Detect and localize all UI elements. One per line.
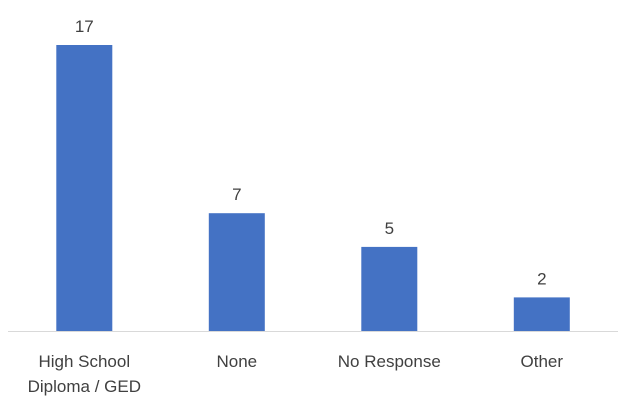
bars-layer <box>56 45 570 331</box>
bar <box>361 246 418 331</box>
x-tick-label-line: No Response <box>338 352 441 371</box>
bar-value-label: 5 <box>385 219 394 238</box>
x-tick-label-line: None <box>216 352 257 371</box>
x-tick-label-line: High School <box>38 352 130 371</box>
x-tick-label: None <box>216 352 257 371</box>
x-tick-label: No Response <box>338 352 441 371</box>
bar <box>208 213 265 331</box>
bar <box>513 297 570 331</box>
x-tick-label: Other <box>521 352 564 371</box>
data-labels-layer: 17 7 5 2 <box>75 17 547 288</box>
bar-value-label: 2 <box>537 269 546 288</box>
x-tick-label: High School Diploma / GED <box>28 352 141 396</box>
x-tick-label-line: Other <box>521 352 564 371</box>
bar-value-label: 7 <box>232 185 241 204</box>
bar-value-label: 17 <box>75 17 94 36</box>
bar <box>56 45 113 331</box>
x-tick-labels-layer: High School Diploma / GED None No Response O… <box>28 352 564 396</box>
x-tick-label-line: Diploma / GED <box>28 377 141 396</box>
